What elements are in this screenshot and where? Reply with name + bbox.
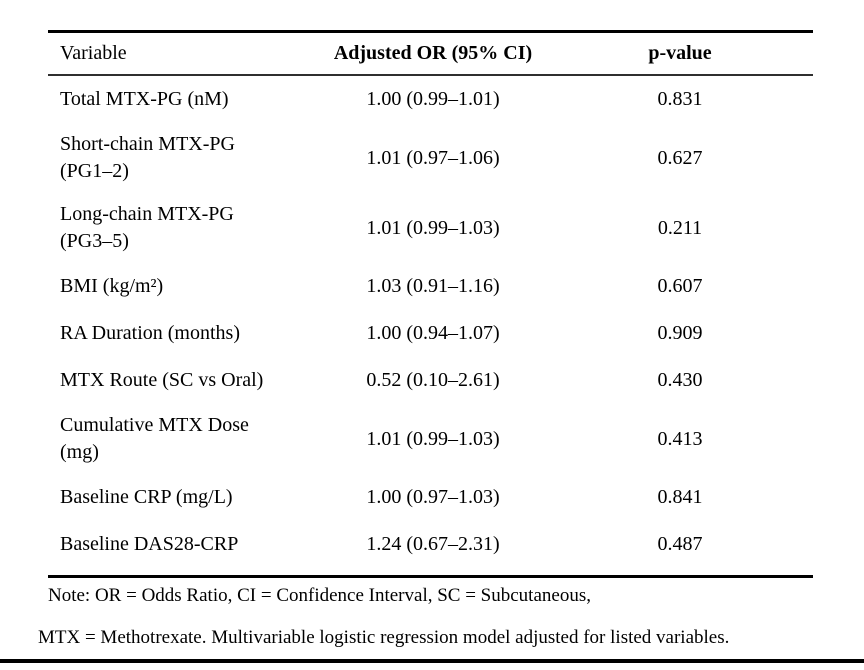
variable-label-line-1: BMI (kg/m²): [60, 275, 164, 297]
cell-variable: Baseline CRP (mg/L): [48, 484, 319, 511]
page-bottom-border: [0, 659, 864, 663]
cell-adjusted-or: 1.01 (0.99–1.03): [366, 216, 500, 239]
variable-label-line-2: (mg): [60, 441, 99, 463]
cell-adjusted-or: 1.03 (0.91–1.16): [366, 275, 500, 297]
table-row: RA Duration (months) 1.00 (0.94–1.07) 0.…: [48, 310, 813, 357]
table-note-line-1: Note: OR = Odds Ratio, CI = Confidence I…: [48, 585, 591, 606]
cell-p-value: 0.909: [657, 322, 703, 344]
cell-p-value: 0.211: [657, 216, 703, 239]
column-header-adjusted-or: Adjusted OR (95% CI): [333, 42, 533, 64]
table-row: BMI (kg/m²) 1.03 (0.91–1.16) 0.607: [48, 263, 813, 310]
variable-label-line-1: Baseline CRP (mg/L): [60, 486, 233, 508]
table-row: Short-chain MTX-PG (PG1–2) 1.01 (0.97–1.…: [48, 123, 813, 193]
variable-label-line-1: RA Duration (months): [60, 322, 240, 344]
variable-label-line-1: MTX Route (SC vs Oral): [60, 369, 264, 391]
cell-adjusted-or: 1.00 (0.94–1.07): [366, 322, 500, 344]
table-row: Total MTX-PG (nM) 1.00 (0.99–1.01) 0.831: [48, 76, 813, 123]
variable-label-line-1: Baseline DAS28-CRP: [60, 533, 239, 555]
cell-p-value: 0.487: [657, 533, 703, 555]
cell-p-value: 0.413: [657, 427, 703, 450]
cell-p-value: 0.627: [657, 146, 703, 169]
table-header-row: Variable Adjusted OR (95% CI) p-value: [48, 33, 813, 74]
variable-label-line-1: Long-chain MTX-PG: [60, 203, 234, 225]
cell-variable: Total MTX-PG (nM): [48, 86, 319, 113]
cell-p-value: 0.831: [657, 88, 703, 110]
regression-results-table: Variable Adjusted OR (95% CI) p-value To…: [48, 30, 813, 578]
variable-label-line-1: Total MTX-PG (nM): [60, 88, 229, 110]
cell-adjusted-or: 0.52 (0.10–2.61): [366, 369, 500, 391]
cell-variable: Long-chain MTX-PG (PG3–5): [48, 201, 319, 255]
table-row: Cumulative MTX Dose (mg) 1.01 (0.99–1.03…: [48, 404, 813, 474]
table-top-rule: [48, 30, 813, 33]
table-row: Baseline DAS28-CRP 1.24 (0.67–2.31) 0.48…: [48, 521, 813, 568]
cell-variable: MTX Route (SC vs Oral): [48, 367, 319, 394]
table-row: Long-chain MTX-PG (PG3–5) 1.01 (0.99–1.0…: [48, 193, 813, 263]
cell-variable: RA Duration (months): [48, 320, 319, 347]
cell-p-value: 0.841: [657, 486, 703, 508]
cell-variable: Baseline DAS28-CRP: [48, 531, 319, 558]
cell-variable: BMI (kg/m²): [48, 273, 319, 300]
table-row: Baseline CRP (mg/L) 1.00 (0.97–1.03) 0.8…: [48, 474, 813, 521]
table-note-line-2: MTX = Methotrexate. Multivariable logist…: [38, 627, 730, 648]
cell-adjusted-or: 1.00 (0.99–1.01): [366, 88, 500, 110]
variable-label-line-2: (PG3–5): [60, 230, 129, 252]
table-row: MTX Route (SC vs Oral) 0.52 (0.10–2.61) …: [48, 357, 813, 404]
cell-variable: Short-chain MTX-PG (PG1–2): [48, 131, 319, 185]
cell-variable: Cumulative MTX Dose (mg): [48, 412, 319, 466]
header-divider-rule: [48, 74, 813, 76]
variable-label-line-1: Short-chain MTX-PG: [60, 133, 235, 155]
column-header-p-value: p-value: [648, 42, 712, 64]
cell-adjusted-or: 1.00 (0.97–1.03): [366, 486, 500, 508]
cell-adjusted-or: 1.01 (0.97–1.06): [366, 146, 500, 169]
cell-p-value: 0.430: [657, 369, 703, 391]
table-bottom-rule: [48, 575, 813, 578]
cell-adjusted-or: 1.24 (0.67–2.31): [366, 533, 500, 555]
cell-p-value: 0.607: [657, 275, 703, 297]
variable-label-line-1: Cumulative MTX Dose: [60, 414, 249, 436]
column-header-variable: Variable: [60, 42, 127, 64]
table-body: Total MTX-PG (nM) 1.00 (0.99–1.01) 0.831…: [48, 76, 813, 568]
cell-adjusted-or: 1.01 (0.99–1.03): [366, 427, 500, 450]
variable-label-line-2: (PG1–2): [60, 160, 129, 182]
